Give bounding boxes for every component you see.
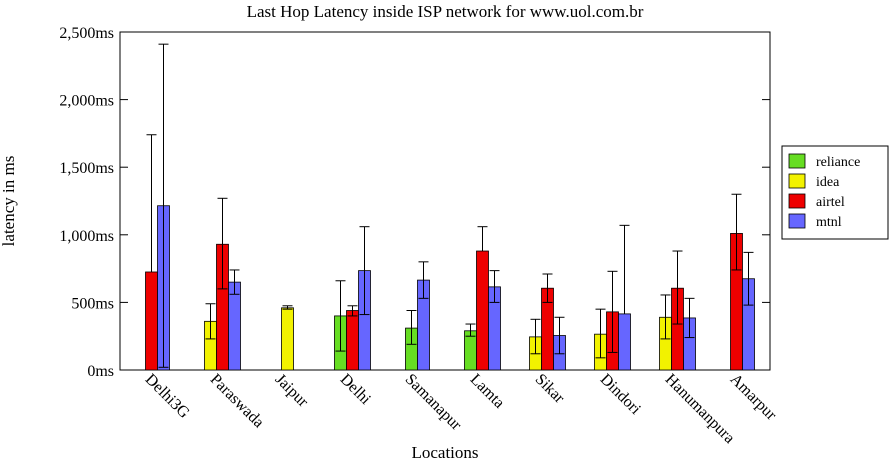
x-tick-label: Delhi bbox=[337, 371, 375, 409]
x-axis: Delhi3G Paraswada Jaipur Delhi Samanapur Lamt… bbox=[142, 371, 780, 447]
legend-swatch-mtnl bbox=[788, 213, 806, 229]
x-tick-label: Dindori bbox=[597, 371, 645, 419]
y-axis-label: latency in ms bbox=[0, 156, 18, 247]
y-tick-label: 1,500ms bbox=[59, 160, 114, 177]
y-tick-label: 1,000ms bbox=[59, 228, 114, 245]
legend-label-mtnl: mtnl bbox=[816, 215, 842, 230]
chart-title: Last Hop Latency inside ISP network for … bbox=[247, 2, 644, 21]
x-tick-label: Delhi3G bbox=[142, 371, 193, 422]
x-tick-label: Jaipur bbox=[272, 371, 312, 411]
y-tick-label: 2,000ms bbox=[59, 93, 114, 110]
legend: reliance idea airtel mtnl bbox=[781, 145, 889, 240]
legend-label-idea: idea bbox=[816, 175, 840, 190]
bar-airtel bbox=[346, 310, 359, 371]
x-tick-label: Sikar bbox=[532, 371, 568, 407]
legend-label-airtel: airtel bbox=[816, 195, 845, 210]
x-tick-label: Amarpur bbox=[727, 371, 780, 424]
bar-mtnl bbox=[618, 313, 631, 371]
y-tick-label: 2,500ms bbox=[59, 25, 114, 42]
bar-idea bbox=[281, 307, 294, 371]
plot-frame bbox=[119, 31, 771, 371]
legend-swatch-idea bbox=[788, 173, 806, 189]
x-axis-label: Locations bbox=[411, 443, 478, 462]
bar-mtnl bbox=[228, 281, 241, 371]
error-bars-group bbox=[146, 43, 754, 368]
x-tick-label: Paraswada bbox=[207, 371, 267, 431]
bars-group bbox=[145, 205, 755, 371]
y-axis: 0ms 500ms 1,000ms 1,500ms 2,000ms 2,500ms bbox=[59, 25, 770, 380]
y-tick-label: 500ms bbox=[71, 295, 114, 312]
x-tick-label: Lamta bbox=[467, 371, 508, 412]
bar-airtel bbox=[145, 271, 158, 371]
legend-label-reliance: reliance bbox=[816, 155, 860, 170]
legend-swatch-reliance bbox=[788, 153, 806, 169]
legend-swatch-airtel bbox=[788, 193, 806, 209]
y-tick-label: 0ms bbox=[87, 363, 114, 380]
x-tick-label: Samanapur bbox=[402, 371, 465, 434]
bar-airtel bbox=[476, 250, 489, 371]
